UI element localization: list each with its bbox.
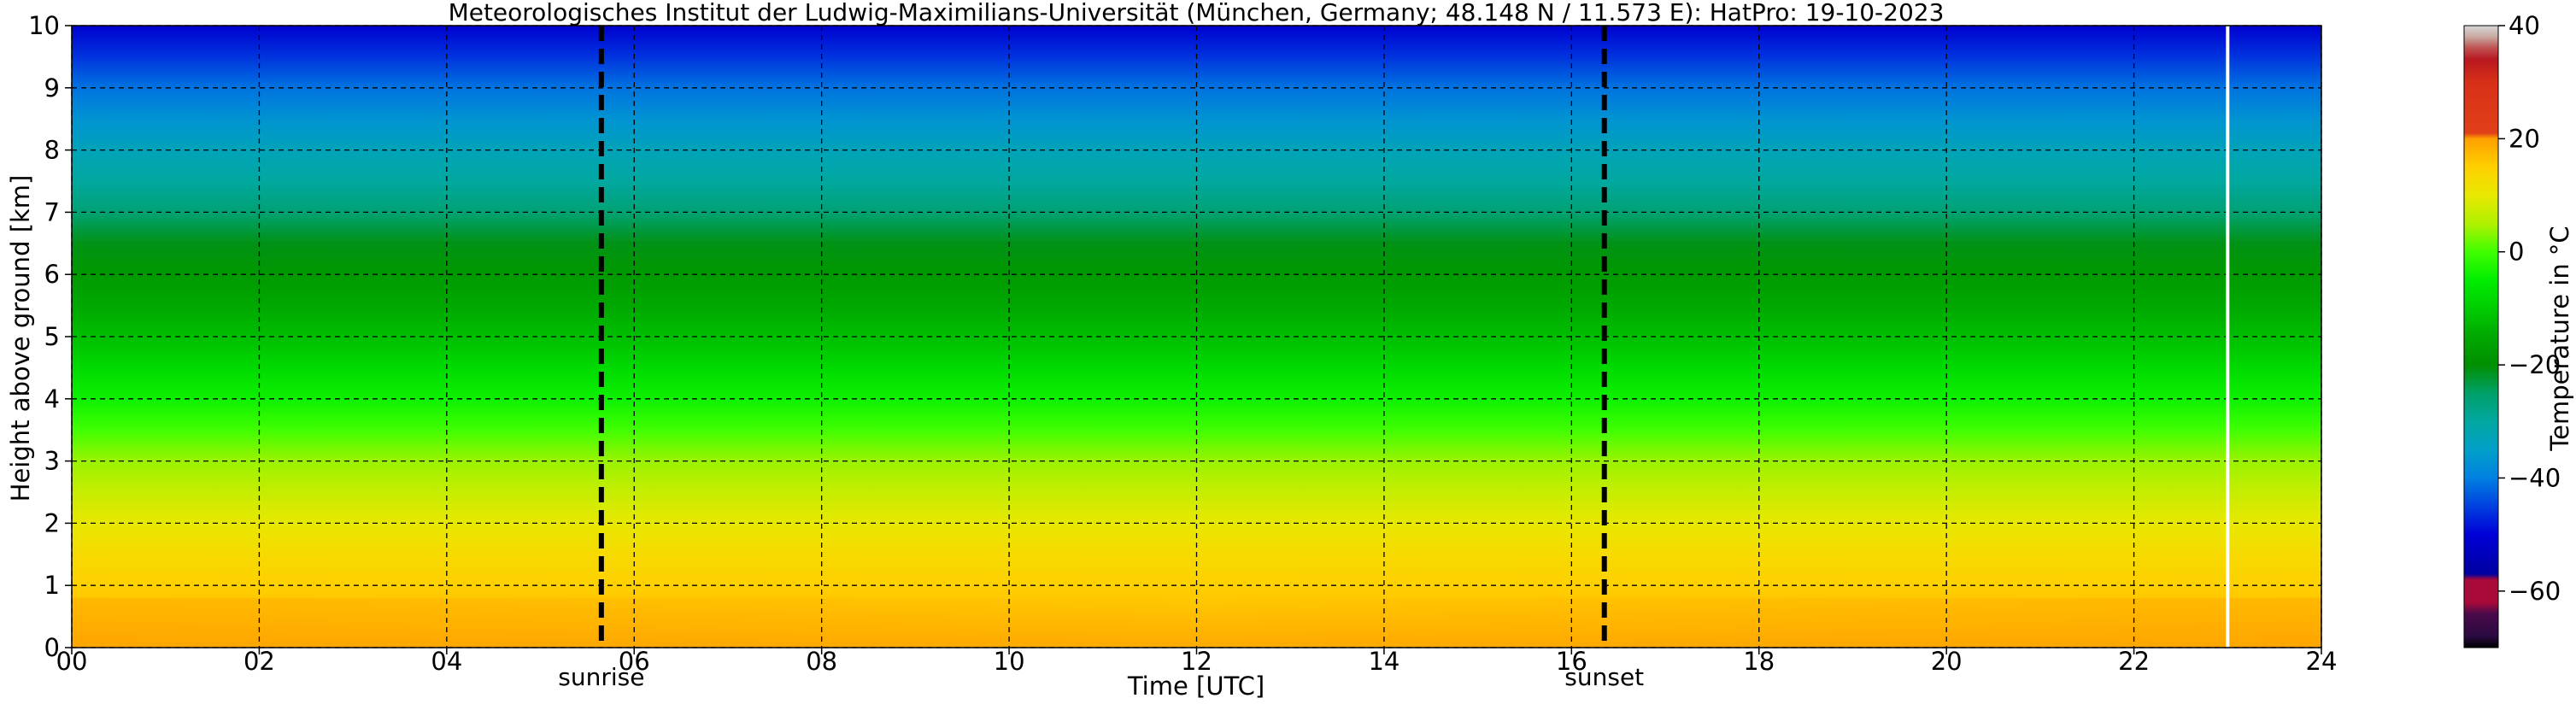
x-tick-label: 08 — [806, 647, 837, 676]
colorbar-tick-label: −60 — [2509, 577, 2561, 606]
colorbar-tick-label: 40 — [2509, 11, 2540, 40]
colorbar-tick-label: 0 — [2509, 238, 2524, 267]
y-tick-label: 5 — [44, 322, 60, 351]
x-tick-label: 12 — [1181, 647, 1212, 676]
colorbar-tick-label: −40 — [2509, 463, 2561, 492]
colorbar-gradient — [2463, 25, 2499, 648]
y-axis-label: Height above ground [km] — [6, 175, 35, 502]
sunrise-label: sunrise — [558, 663, 644, 691]
colorbar-ticks: 40 20 0 −20 −40 −60 — [2498, 11, 2561, 606]
x-tick-label: 24 — [2306, 647, 2338, 676]
colorbar-label: Temperature in °C — [2545, 226, 2574, 451]
plot-area: sunrise sunset — [71, 25, 2322, 691]
x-tick-label: 14 — [1368, 647, 1399, 676]
colorbar: 40 20 0 −20 −40 −60 Temperature in °C — [2463, 11, 2574, 648]
x-tick-label: 02 — [244, 647, 275, 676]
grid-lines — [71, 25, 2322, 648]
y-tick-label: 8 — [44, 136, 60, 165]
sunset-label: sunset — [1564, 663, 1644, 691]
y-tick-label: 9 — [44, 73, 60, 103]
y-tick-label: 3 — [44, 447, 60, 476]
x-tick-label: 10 — [994, 647, 1025, 676]
x-tick-label: 04 — [431, 647, 462, 676]
x-tick-label: 22 — [2118, 647, 2150, 676]
sun-markers: sunrise sunset — [558, 26, 1644, 691]
x-tick-label: 20 — [1931, 647, 1963, 676]
y-tick-label: 7 — [44, 197, 60, 226]
x-tick-label: 00 — [56, 647, 88, 676]
x-tick-label: 06 — [619, 647, 650, 676]
y-tick-label: 2 — [44, 508, 60, 537]
y-tick-label: 10 — [28, 11, 60, 40]
x-tick-label: 18 — [1743, 647, 1775, 676]
colorbar-tick-label: 20 — [2509, 124, 2540, 153]
y-tick-label: 6 — [44, 260, 60, 289]
x-axis-label: Time [UTC] — [1127, 672, 1265, 701]
x-tick-label: 16 — [1556, 647, 1587, 676]
colorbar-tick-label: −20 — [2509, 350, 2561, 379]
y-tick-label: 0 — [44, 633, 60, 662]
y-tick-label: 1 — [44, 571, 60, 600]
x-axis-ticks: 00 02 04 06 08 10 12 14 16 18 20 22 24 — [56, 647, 2338, 676]
y-axis-ticks: 0 1 2 3 4 5 6 7 8 9 10 — [28, 11, 72, 662]
chart-title: Meteorologisches Institut der Ludwig-Max… — [449, 0, 1945, 26]
y-tick-label: 4 — [44, 384, 60, 414]
